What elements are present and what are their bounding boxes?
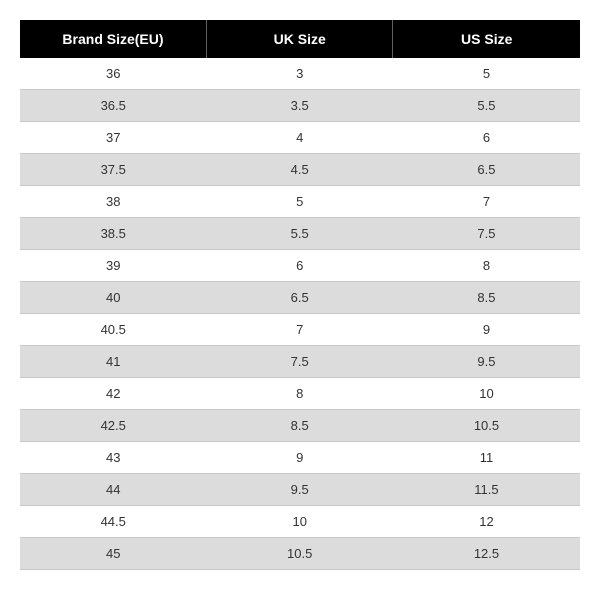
table-cell: 10 <box>206 506 392 538</box>
table-cell: 45 <box>20 538 206 570</box>
table-cell: 6.5 <box>393 154 580 186</box>
table-header-row: Brand Size(EU) UK Size US Size <box>20 20 580 58</box>
table-cell: 38.5 <box>20 218 206 250</box>
table-cell: 3.5 <box>206 90 392 122</box>
table-row: 36.53.55.5 <box>20 90 580 122</box>
table-cell: 4 <box>206 122 392 154</box>
table-body: 363536.53.55.5374637.54.56.5385738.55.57… <box>20 58 580 570</box>
table-cell: 8.5 <box>393 282 580 314</box>
table-cell: 6 <box>393 122 580 154</box>
table-cell: 40 <box>20 282 206 314</box>
table-row: 3968 <box>20 250 580 282</box>
table-cell: 6.5 <box>206 282 392 314</box>
table-row: 3746 <box>20 122 580 154</box>
table-cell: 7 <box>393 186 580 218</box>
table-cell: 41 <box>20 346 206 378</box>
table-cell: 8 <box>206 378 392 410</box>
table-cell: 5 <box>393 58 580 90</box>
table-cell: 44.5 <box>20 506 206 538</box>
table-cell: 9 <box>206 442 392 474</box>
table-row: 37.54.56.5 <box>20 154 580 186</box>
table-row: 38.55.57.5 <box>20 218 580 250</box>
table-cell: 7 <box>206 314 392 346</box>
table-row: 417.59.5 <box>20 346 580 378</box>
table-cell: 6 <box>206 250 392 282</box>
table-row: 42810 <box>20 378 580 410</box>
table-cell: 44 <box>20 474 206 506</box>
table-row: 3857 <box>20 186 580 218</box>
table-cell: 37 <box>20 122 206 154</box>
header-brand-size-eu: Brand Size(EU) <box>20 20 206 58</box>
table-cell: 8.5 <box>206 410 392 442</box>
table-cell: 12.5 <box>393 538 580 570</box>
table-cell: 38 <box>20 186 206 218</box>
table-cell: 11 <box>393 442 580 474</box>
table-cell: 43 <box>20 442 206 474</box>
table-cell: 7.5 <box>393 218 580 250</box>
table-cell: 37.5 <box>20 154 206 186</box>
table-cell: 42 <box>20 378 206 410</box>
table-cell: 40.5 <box>20 314 206 346</box>
table-cell: 4.5 <box>206 154 392 186</box>
table-cell: 9 <box>393 314 580 346</box>
table-cell: 42.5 <box>20 410 206 442</box>
table-cell: 39 <box>20 250 206 282</box>
header-uk-size: UK Size <box>206 20 392 58</box>
size-conversion-table: Brand Size(EU) UK Size US Size 363536.53… <box>20 20 580 570</box>
table-row: 44.51012 <box>20 506 580 538</box>
table-cell: 10 <box>393 378 580 410</box>
table-row: 449.511.5 <box>20 474 580 506</box>
table-row: 4510.512.5 <box>20 538 580 570</box>
table-cell: 5.5 <box>393 90 580 122</box>
table-cell: 36 <box>20 58 206 90</box>
table-cell: 5.5 <box>206 218 392 250</box>
table-cell: 9.5 <box>206 474 392 506</box>
table-cell: 12 <box>393 506 580 538</box>
header-us-size: US Size <box>393 20 580 58</box>
table-cell: 10.5 <box>206 538 392 570</box>
table-cell: 5 <box>206 186 392 218</box>
table-row: 40.579 <box>20 314 580 346</box>
table-cell: 11.5 <box>393 474 580 506</box>
table-cell: 8 <box>393 250 580 282</box>
table-row: 406.58.5 <box>20 282 580 314</box>
table-row: 42.58.510.5 <box>20 410 580 442</box>
table-cell: 3 <box>206 58 392 90</box>
table-cell: 9.5 <box>393 346 580 378</box>
table-cell: 10.5 <box>393 410 580 442</box>
table-cell: 36.5 <box>20 90 206 122</box>
table-row: 3635 <box>20 58 580 90</box>
table-row: 43911 <box>20 442 580 474</box>
table-cell: 7.5 <box>206 346 392 378</box>
